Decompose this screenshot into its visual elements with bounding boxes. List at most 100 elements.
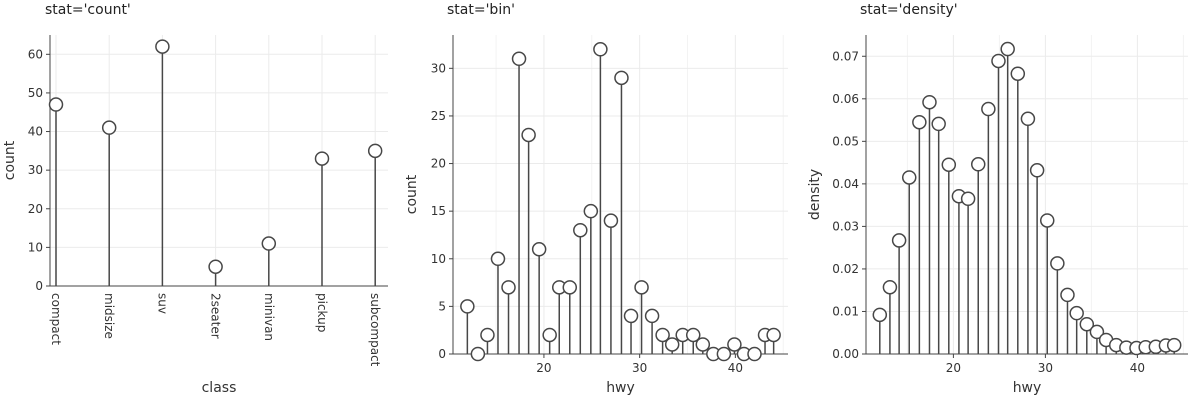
- y-tick-label: 0: [438, 347, 446, 361]
- y-tick-label: 60: [28, 47, 43, 61]
- data-point: [981, 101, 996, 117]
- y-tick-label: 15: [431, 204, 446, 218]
- data-point: [511, 51, 527, 67]
- data-point: [695, 337, 711, 352]
- data-point: [941, 157, 957, 172]
- data-point: [912, 114, 927, 130]
- x-tick-label: suv: [155, 293, 169, 314]
- data-point: [101, 120, 117, 135]
- data-point: [1079, 316, 1095, 332]
- chart-panel-1: stat='count' 0 10 20 30 40 50 60 compact midsize s…: [2, 2, 388, 396]
- data-point: [931, 116, 946, 132]
- y-tick-label: 25: [431, 109, 446, 123]
- data-point: [521, 127, 536, 143]
- x-tick-label: 30: [632, 361, 647, 375]
- data-point: [314, 151, 330, 166]
- data-point: [872, 307, 888, 323]
- y-tick-label: 0.04: [832, 177, 859, 191]
- data-point: [562, 280, 578, 295]
- x-tick-label: subcompact: [368, 293, 382, 367]
- data-point: [1010, 66, 1026, 81]
- y-tick-label: 0.02: [832, 262, 859, 276]
- x-axis-label: hwy: [606, 380, 635, 396]
- y-tick-label: 0.03: [832, 219, 859, 233]
- y-tick-label: 0: [35, 279, 43, 293]
- data-point: [480, 327, 495, 343]
- y-tick-label: 30: [28, 163, 43, 177]
- data-point: [583, 203, 599, 219]
- x-tick-label: compact: [49, 293, 63, 345]
- x-tick-label: 20: [946, 361, 961, 375]
- data-point: [460, 299, 475, 314]
- data-point: [614, 70, 629, 86]
- data-point: [664, 337, 680, 352]
- data-point: [685, 327, 701, 343]
- data-point: [470, 346, 486, 362]
- x-tick-label: minivan: [262, 293, 276, 341]
- chart-title: stat='count': [45, 2, 131, 18]
- y-tick-label: 30: [431, 61, 446, 75]
- data-point: [1039, 213, 1055, 228]
- data-point: [634, 280, 649, 295]
- y-tick-label: 0.01: [832, 304, 859, 318]
- data-point: [1000, 41, 1015, 57]
- y-tick-label: 0.06: [832, 92, 859, 106]
- data-point: [960, 191, 976, 207]
- data-point: [531, 242, 547, 257]
- data-point: [882, 279, 898, 295]
- data-point: [593, 42, 608, 57]
- data-point: [655, 327, 670, 343]
- chart-title: stat='density': [860, 2, 958, 18]
- x-tick-label: 20: [536, 361, 551, 375]
- y-tick-label: 50: [28, 86, 43, 100]
- y-tick-label: 20: [28, 202, 43, 216]
- y-tick-label: 0.07: [832, 49, 859, 63]
- data-point: [1020, 111, 1036, 127]
- x-tick-label: 40: [728, 361, 743, 375]
- data-point: [644, 308, 660, 324]
- data-point: [901, 170, 917, 185]
- data-point: [367, 143, 383, 159]
- y-tick-label: 5: [438, 299, 446, 313]
- y-tick-label: 10: [28, 240, 43, 254]
- data-point: [1166, 337, 1182, 353]
- data-point: [922, 94, 937, 110]
- data-point: [1029, 163, 1045, 178]
- data-point: [501, 280, 516, 295]
- data-point: [747, 346, 762, 362]
- data-point: [727, 337, 742, 352]
- data-point: [208, 259, 223, 274]
- data-point: [1089, 324, 1105, 340]
- data-point: [155, 39, 170, 54]
- y-tick-label: 0.05: [832, 134, 859, 148]
- y-axis-label: count: [404, 174, 420, 214]
- data-point: [490, 251, 506, 267]
- x-axis-label: hwy: [1013, 380, 1042, 396]
- data-point: [573, 222, 588, 238]
- data-point: [716, 346, 732, 362]
- data-point: [991, 53, 1006, 69]
- chart-title: stat='bin': [447, 2, 515, 18]
- y-tick-label: 20: [431, 157, 446, 171]
- data-point: [623, 308, 639, 324]
- y-tick-label: 0.00: [832, 347, 859, 361]
- data-point: [1060, 287, 1075, 303]
- data-point: [891, 233, 907, 248]
- x-tick-label: 40: [1130, 361, 1145, 375]
- y-axis-label: density: [807, 169, 823, 220]
- chart-panel-3: stat='density' 0.00 0.01 0.02 0.03 0.04 0.05 0.…: [807, 2, 1188, 396]
- x-axis-label: class: [202, 380, 237, 396]
- data-point: [261, 236, 277, 251]
- y-tick-label: 10: [431, 252, 446, 266]
- data-point: [766, 327, 781, 343]
- data-point: [542, 327, 557, 343]
- data-point: [48, 97, 64, 112]
- y-tick-label: 40: [28, 125, 43, 139]
- x-tick-label: 30: [1038, 361, 1053, 375]
- x-tick-label: midsize: [102, 293, 116, 339]
- data-point: [1069, 305, 1084, 321]
- chart-panel-2: stat='bin' 0 5 10 15 20 25 30 20 30 40 hwy count: [404, 2, 788, 396]
- x-tick-label: 2seater: [209, 293, 223, 339]
- data-point: [603, 213, 619, 228]
